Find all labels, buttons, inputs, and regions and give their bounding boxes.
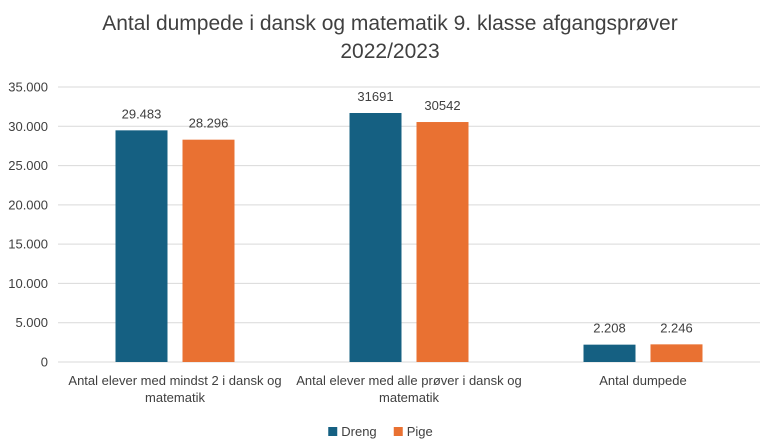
- data-label: 31691: [357, 89, 393, 104]
- legend: Dreng Pige: [328, 424, 433, 439]
- legend-swatch-pige: [393, 427, 403, 436]
- y-tick-label: 15.000: [8, 237, 48, 252]
- bars: [115, 112, 703, 362]
- y-tick-label: 0: [41, 355, 48, 370]
- x-axis-categories: Antal elever med mindst 2 i dansk og mate…: [68, 373, 686, 405]
- data-label: 30542: [424, 98, 460, 113]
- data-labels: 29.483 28.296 31691 30542 2.208 2.246: [122, 89, 693, 336]
- legend-swatch-dreng: [328, 427, 338, 436]
- y-axis-ticks: 0 5.000 10.000 15.000 20.000 25.000 30.000 35.0…: [8, 80, 48, 370]
- bar-dreng: [115, 130, 168, 362]
- data-label: 2.208: [593, 321, 626, 336]
- gridlines: [58, 86, 760, 363]
- data-label: 29.483: [122, 106, 162, 121]
- x-category-label: Antal elever med alle prøver i dansk og: [296, 373, 521, 388]
- y-tick-label: 30.000: [8, 119, 48, 134]
- data-label: 2.246: [660, 320, 693, 335]
- chart-title-line: 2022/2023: [340, 40, 439, 63]
- y-tick-label: 25.000: [8, 158, 48, 173]
- bar-pige: [182, 139, 235, 362]
- bar-dreng: [349, 112, 402, 362]
- y-tick-label: 20.000: [8, 197, 48, 212]
- bar-pige: [650, 344, 703, 362]
- bar-dreng: [583, 344, 636, 362]
- chart-title: Antal dumpede i dansk og matematik 9. kl…: [102, 12, 677, 63]
- y-tick-label: 35.000: [8, 80, 48, 95]
- x-category-label: matematik: [145, 390, 205, 405]
- x-category-label: matematik: [379, 390, 439, 405]
- y-tick-label: 5.000: [15, 315, 48, 330]
- y-tick-label: 10.000: [8, 276, 48, 291]
- data-label: 28.296: [189, 116, 229, 131]
- x-category-label: Antal dumpede: [599, 373, 686, 388]
- bar-pige: [416, 122, 469, 362]
- legend-label: Pige: [407, 424, 433, 439]
- chart-title-line: Antal dumpede i dansk og matematik 9. kl…: [102, 12, 677, 35]
- legend-label: Dreng: [341, 424, 376, 439]
- x-category-label: Antal elever med mindst 2 i dansk og: [68, 373, 281, 388]
